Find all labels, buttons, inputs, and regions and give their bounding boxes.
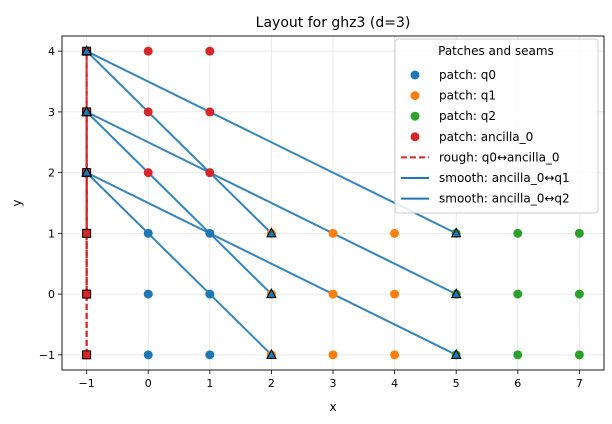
x-tick-label: 6 xyxy=(514,377,521,390)
patch-point xyxy=(205,228,215,238)
patch-point xyxy=(143,289,153,299)
x-tick-label: −1 xyxy=(79,377,95,390)
y-axis-label: y xyxy=(10,199,24,206)
patch-point xyxy=(205,350,215,360)
legend-label: smooth: ancilla_0↔q1 xyxy=(439,171,570,185)
seams xyxy=(85,50,457,356)
seam-marker xyxy=(81,45,92,56)
seam-marker xyxy=(82,228,92,238)
patch-point xyxy=(513,350,523,360)
patch-point xyxy=(513,228,523,238)
legend-marker xyxy=(410,91,420,101)
legend-label: patch: q0 xyxy=(439,68,496,82)
seam-marker xyxy=(81,105,92,116)
legend-label: patch: ancilla_0 xyxy=(439,130,533,144)
seam-marker xyxy=(450,348,462,359)
patch-point xyxy=(143,168,153,178)
patch-point xyxy=(205,46,215,56)
y-tick-label: 3 xyxy=(48,106,55,119)
patch-point xyxy=(205,289,215,299)
patch-point xyxy=(390,228,400,238)
seam-marker xyxy=(450,227,462,238)
patch-point xyxy=(574,350,584,360)
legend-marker xyxy=(410,132,420,142)
patch-point xyxy=(328,350,338,360)
legend-label: patch: q1 xyxy=(439,89,496,103)
chart-title: Layout for ghz3 (d=3) xyxy=(256,15,411,31)
patch-point xyxy=(143,107,153,117)
patch-point xyxy=(143,350,153,360)
patch-point xyxy=(574,228,584,238)
legend-marker xyxy=(410,111,420,121)
seam-line xyxy=(85,50,273,235)
legend-entries: patch: q0 patch: q1 patch: q2 patch: ancill… xyxy=(401,68,570,206)
x-tick-label: 3 xyxy=(330,377,337,390)
x-tick-label: 1 xyxy=(206,377,213,390)
seam-line xyxy=(85,111,273,295)
seam-marker xyxy=(450,288,462,299)
y-tick-label: −1 xyxy=(39,349,55,362)
legend-marker xyxy=(410,70,420,80)
x-axis-label: x xyxy=(329,400,336,414)
y-tick-label: 0 xyxy=(48,288,55,301)
legend-frame xyxy=(394,38,599,214)
patch-point xyxy=(143,228,153,238)
x-tick-label: 4 xyxy=(391,377,398,390)
seam-marker xyxy=(266,227,277,238)
legend-title: Patches and seams xyxy=(438,44,554,58)
legend-label: patch: q2 xyxy=(439,109,496,123)
patch-point xyxy=(390,289,400,299)
seam-marker xyxy=(266,288,277,299)
legend-label: smooth: ancilla_0↔q2 xyxy=(439,192,570,206)
seam-marker xyxy=(82,350,92,360)
patch-point xyxy=(513,289,523,299)
x-tick-label: 5 xyxy=(453,377,460,390)
seam-line xyxy=(85,171,273,356)
seam-marker xyxy=(81,166,92,177)
patch-point xyxy=(143,46,153,56)
seam-line xyxy=(86,111,457,295)
seam-marker xyxy=(82,289,92,299)
patch-point xyxy=(328,289,338,299)
patch-point xyxy=(574,289,584,299)
seam-marker xyxy=(266,348,277,359)
patch-point xyxy=(205,168,215,178)
y-tick-label: 1 xyxy=(48,227,55,240)
seam-markers xyxy=(81,45,462,360)
axis-ticks: −1 0 1 2 3 4 5 6 7 −1 0 1 2 3 4 xyxy=(39,45,583,390)
y-tick-label: 2 xyxy=(48,167,55,180)
patch-point xyxy=(390,350,400,360)
seam-line xyxy=(86,171,457,356)
x-tick-label: 0 xyxy=(145,377,152,390)
legend-label: rough: q0↔ancilla_0 xyxy=(439,150,560,164)
patch-point xyxy=(205,107,215,117)
patch-point xyxy=(328,228,338,238)
x-tick-label: 2 xyxy=(268,377,275,390)
x-tick-label: 7 xyxy=(576,377,583,390)
y-tick-label: 4 xyxy=(48,45,55,58)
